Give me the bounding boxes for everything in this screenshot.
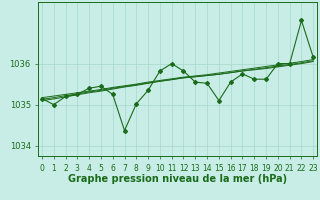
X-axis label: Graphe pression niveau de la mer (hPa): Graphe pression niveau de la mer (hPa): [68, 174, 287, 184]
